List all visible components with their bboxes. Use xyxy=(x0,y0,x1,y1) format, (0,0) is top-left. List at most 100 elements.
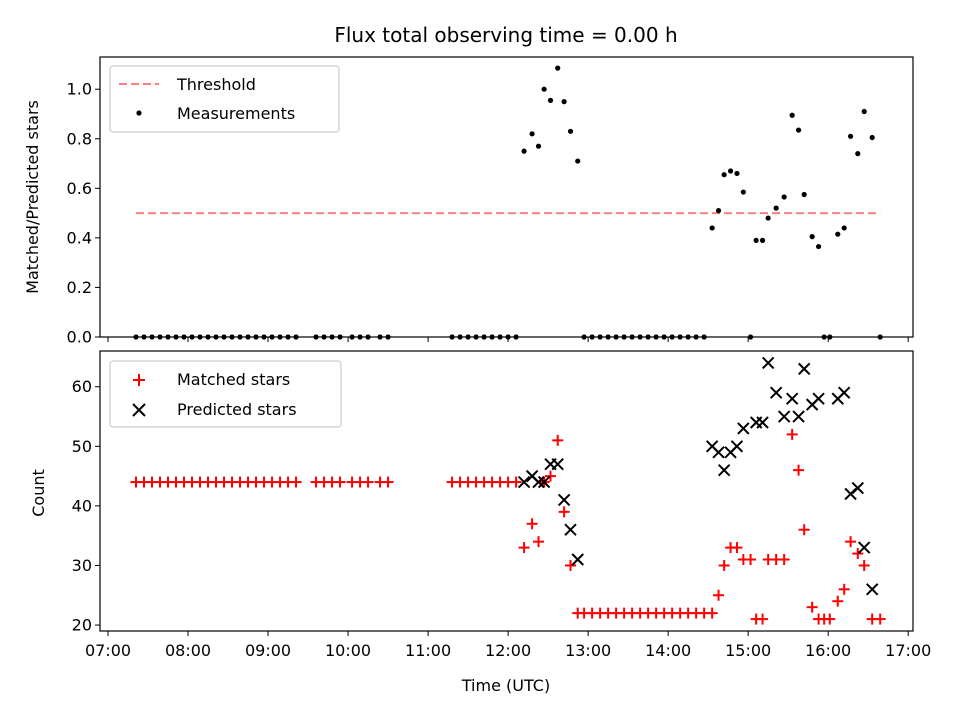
matched-star-point xyxy=(510,476,522,488)
predicted-star-stroke-b xyxy=(865,583,879,596)
measurement-point xyxy=(789,112,795,118)
measurement-point xyxy=(575,158,581,164)
predicted-star-point xyxy=(837,386,851,399)
bottom-axes-frame xyxy=(99,350,914,632)
legend-measurements-label: Measurements xyxy=(177,104,295,123)
measurement-point xyxy=(861,108,867,115)
measurement-point xyxy=(759,237,766,243)
predicted-star-point xyxy=(571,553,584,566)
matched-star-point xyxy=(845,536,857,548)
predicted-star-point xyxy=(797,362,811,376)
predicted-star-stroke-b xyxy=(756,416,769,429)
predicted-star-stroke-b xyxy=(785,392,799,405)
predicted-star-stroke-b xyxy=(837,386,851,399)
measurement-point xyxy=(521,148,527,154)
measurement-point xyxy=(727,168,734,174)
matched-star-point xyxy=(838,583,850,595)
measurement-point xyxy=(781,194,787,200)
measurement-point xyxy=(721,172,727,178)
x-tick-label: 09:00 xyxy=(245,641,291,660)
top-ytick-label: 0.0 xyxy=(67,328,92,347)
matched-star-point xyxy=(718,559,730,571)
predicted-star-stroke-b xyxy=(777,410,791,423)
x-tick-label: 07:00 xyxy=(85,641,131,660)
matched-star-point xyxy=(290,476,302,488)
matched-star-point xyxy=(832,595,844,607)
predicted-star-stroke-b xyxy=(769,386,783,399)
predicted-star-stroke-b xyxy=(712,446,725,459)
top-legend-box xyxy=(109,65,340,133)
predicted-star-point xyxy=(777,410,791,423)
predicted-star-stroke-b xyxy=(717,463,731,477)
predicted-star-stroke-b xyxy=(537,475,551,489)
predicted-star-point xyxy=(756,416,769,429)
predicted-star-point xyxy=(517,475,531,489)
bottom-legend: Matched stars Predicted stars xyxy=(109,360,342,428)
predicted-star-stroke-b xyxy=(737,422,750,435)
x-tick-label: 13:00 xyxy=(565,641,611,660)
matched-star-point xyxy=(786,428,798,440)
matched-star-point xyxy=(706,607,718,619)
predicted-star-stroke-b xyxy=(851,481,864,495)
measurement-point xyxy=(801,191,807,198)
predicted-star-point xyxy=(792,410,805,423)
predicted-star-point xyxy=(551,457,564,471)
measurement-point xyxy=(835,231,841,237)
measurement-point xyxy=(753,237,759,243)
bottom-legend-box xyxy=(109,360,342,428)
top-legend: Threshold Measurements xyxy=(109,65,340,133)
predicted-star-point xyxy=(712,446,725,459)
top-ytick-label: 1.0 xyxy=(67,80,92,99)
top-y-axis-label: Matched/Predicted stars xyxy=(23,100,42,294)
measurement-point xyxy=(561,99,567,105)
predicted-star-point xyxy=(769,386,783,399)
matched-star-point xyxy=(745,554,757,566)
predicted-star-stroke-b xyxy=(571,553,584,566)
predicted-star-point xyxy=(564,523,577,536)
predicted-star-stroke-b xyxy=(812,392,825,405)
x-tick-label: 12:00 xyxy=(485,641,531,660)
matched-star-point xyxy=(824,613,836,625)
matched-star-point xyxy=(526,518,538,530)
matched-star-point xyxy=(874,613,886,625)
legend-predicted-label: Predicted stars xyxy=(177,400,297,419)
top-ytick-label: 0.6 xyxy=(67,179,92,198)
predicted-star-stroke-b xyxy=(557,493,571,507)
predicted-star-point xyxy=(857,541,871,554)
top-axes-frame xyxy=(99,56,914,338)
matched-star-point xyxy=(793,464,805,476)
measurement-point xyxy=(529,131,535,137)
measurement-point xyxy=(740,189,746,195)
legend-matched-label: Matched stars xyxy=(177,370,290,389)
matched-star-point xyxy=(798,524,810,536)
measurement-point xyxy=(765,215,771,221)
x-tick-label: 10:00 xyxy=(325,641,371,660)
legend-matched-swatch xyxy=(133,374,145,386)
top-ytick-label: 0.4 xyxy=(67,228,92,247)
matched-star-point xyxy=(545,470,557,482)
matched-star-point xyxy=(362,476,374,488)
predicted-star-point xyxy=(557,493,571,507)
matched-star-point xyxy=(565,559,577,571)
bottom-ytick-label: 20 xyxy=(72,616,92,635)
bottom-plot-area: 20 30 40 50 60 07:00 08:00 09:00 10:00 11:00 12:00… xyxy=(72,356,931,660)
predicted-star-point xyxy=(537,475,551,489)
measurement-point xyxy=(855,151,861,157)
x-tick-label: 14:00 xyxy=(645,641,691,660)
predicted-star-point xyxy=(717,463,731,477)
x-tick-label: 15:00 xyxy=(725,641,771,660)
matched-star-point xyxy=(778,554,790,566)
predicted-star-stroke-b xyxy=(517,475,531,489)
measurement-point xyxy=(847,133,854,139)
bottom-ytick-label: 40 xyxy=(72,496,92,515)
legend-measurements-swatch xyxy=(136,110,142,116)
measurement-point xyxy=(547,97,554,103)
measurement-point xyxy=(567,128,574,134)
matched-star-point xyxy=(731,542,743,554)
bottom-ytick-label: 30 xyxy=(72,556,92,575)
predicted-star-stroke-b xyxy=(525,469,539,483)
predicted-star-point xyxy=(761,356,775,370)
matched-star-point xyxy=(382,476,394,488)
predicted-star-stroke-b xyxy=(797,362,811,376)
measurement-point xyxy=(709,225,715,231)
